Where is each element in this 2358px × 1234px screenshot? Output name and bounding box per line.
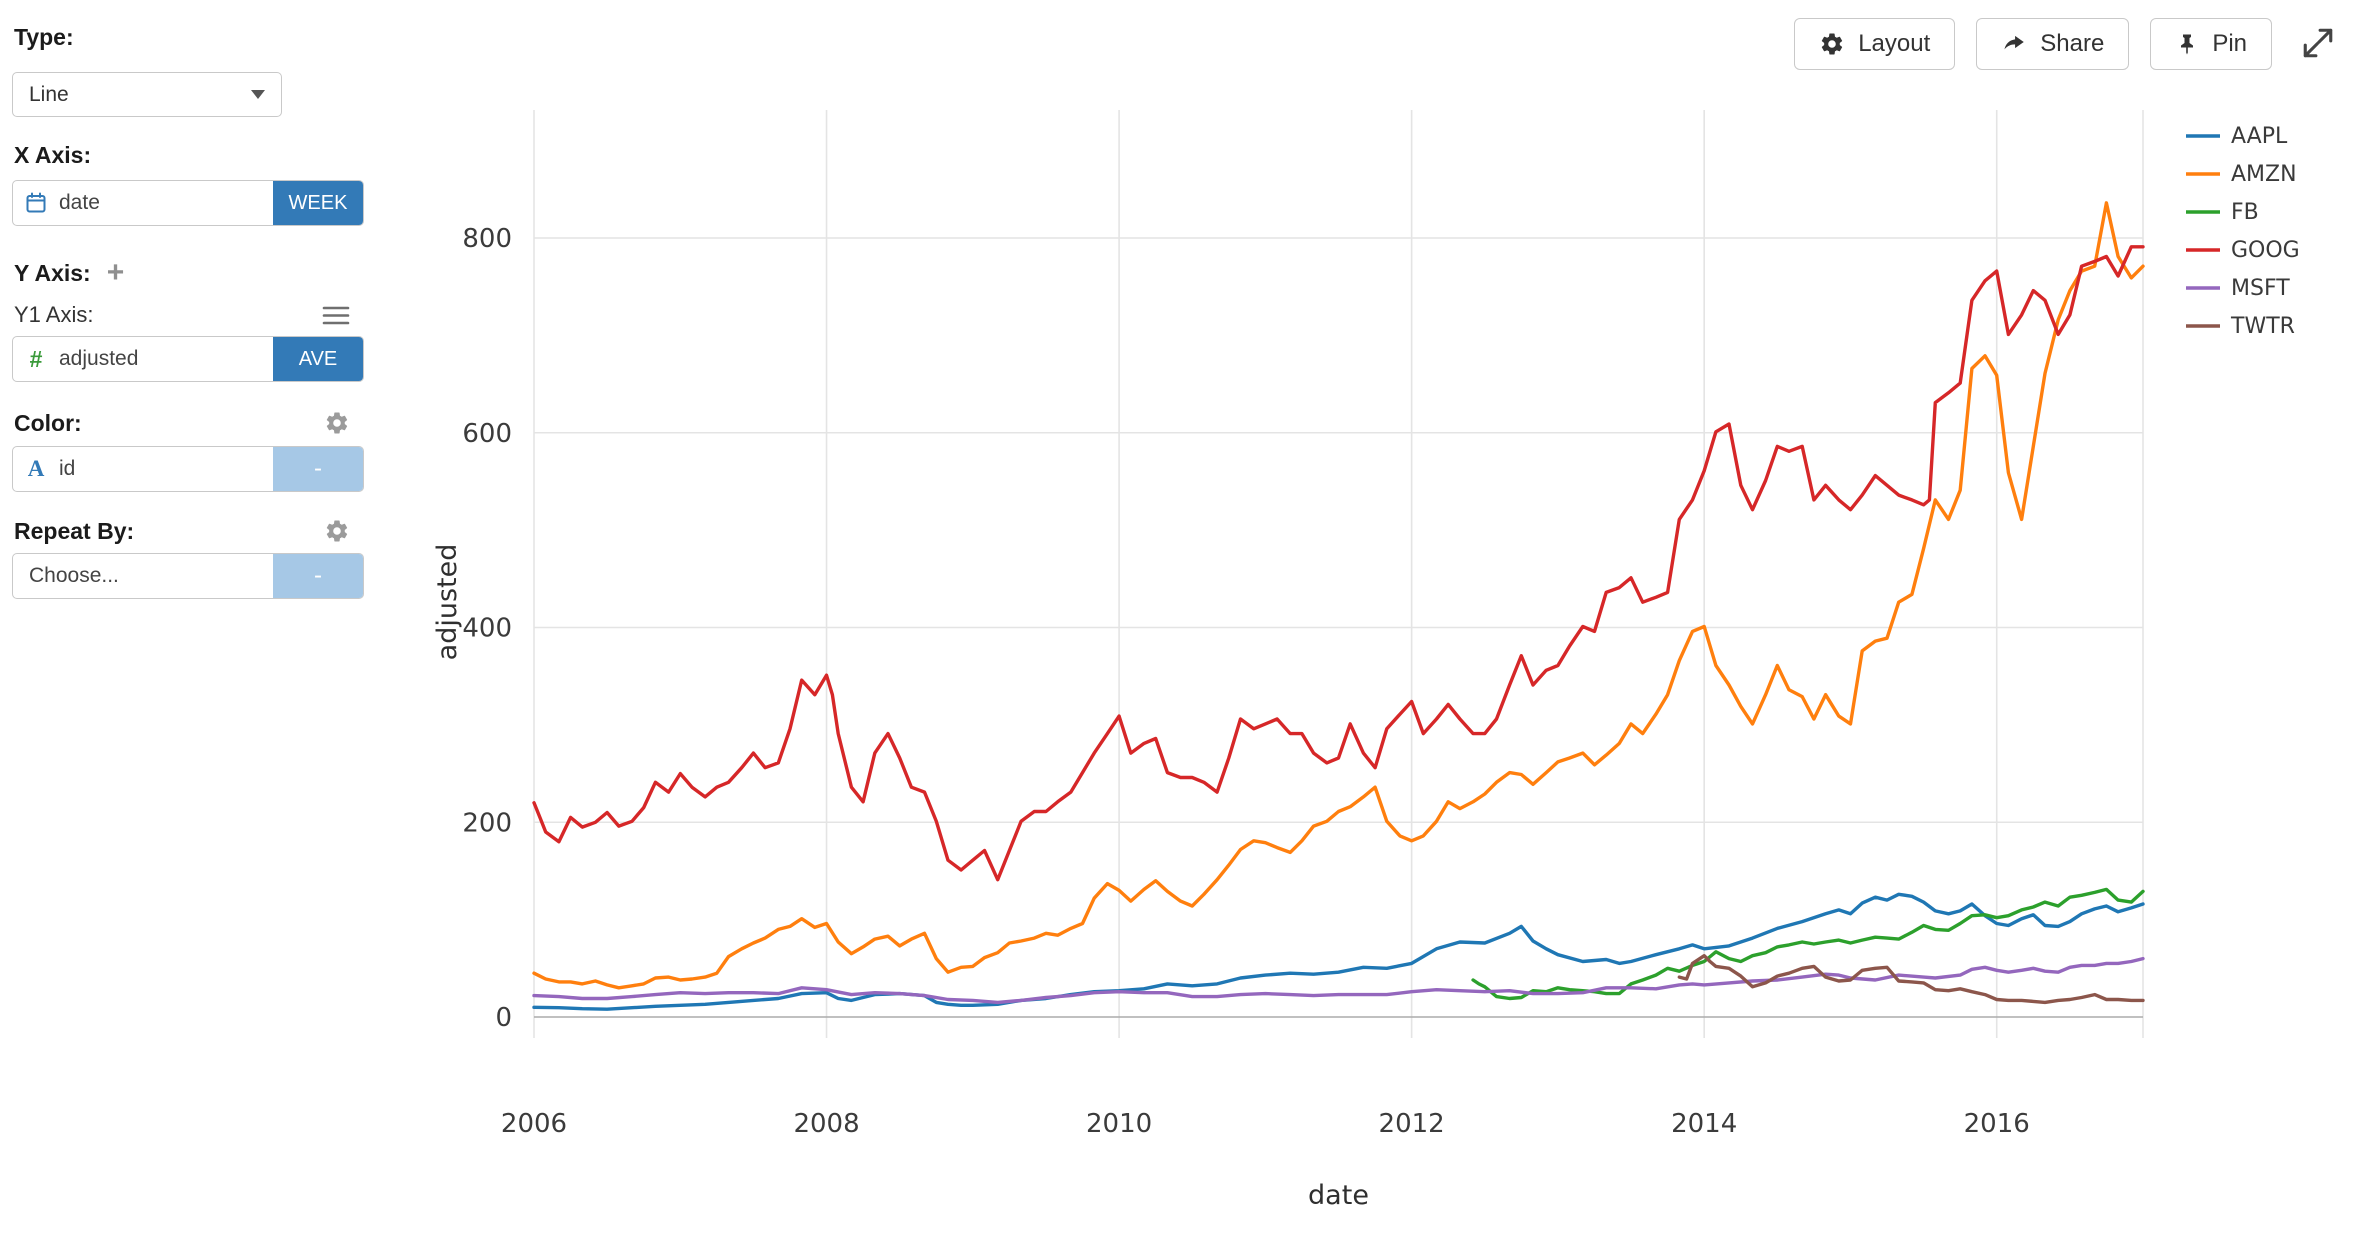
share-arrow-icon xyxy=(2001,31,2027,57)
chevron-down-icon xyxy=(251,90,265,99)
x-tick-label-2016: 2016 xyxy=(1964,1109,2030,1139)
legend-item-MSFT[interactable]: MSFT xyxy=(2186,275,2300,301)
legend-item-AAPL[interactable]: AAPL xyxy=(2186,123,2300,149)
legend-swatch-FB xyxy=(2186,210,2220,214)
x-axis-title: date xyxy=(1308,1180,1369,1211)
series-line-FB xyxy=(1471,887,2145,1001)
legend-swatch-GOOG xyxy=(2186,248,2220,252)
y-tick-label-400: 400 xyxy=(462,614,512,644)
y1-axis-header: Y1 Axis: xyxy=(14,300,364,330)
legend-swatch-TWTR xyxy=(2186,324,2220,328)
series-line-TWTR xyxy=(1677,954,2145,1005)
gear-icon xyxy=(1819,31,1845,57)
text-a-icon: A xyxy=(27,456,45,481)
legend-label-FB: FB xyxy=(2231,199,2259,225)
legend-item-FB[interactable]: FB xyxy=(2186,199,2300,225)
x-tick-label-2012: 2012 xyxy=(1379,1109,1445,1139)
chart-type-select[interactable]: Line xyxy=(12,72,282,117)
x-axis-granularity-badge[interactable]: WEEK xyxy=(273,181,363,225)
type-label: Type: xyxy=(14,24,74,50)
y-axis-label: Y Axis: xyxy=(14,259,91,286)
chart-type-value: Line xyxy=(29,82,69,106)
pin-button[interactable]: Pin xyxy=(2150,18,2272,70)
color-field-value: id xyxy=(59,457,76,480)
repeat-by-header: Repeat By: xyxy=(14,516,364,546)
series-line-AMZN xyxy=(532,201,2145,990)
top-toolbar: Layout Share Pin xyxy=(1794,18,2272,70)
y1-axis-field-value: adjusted xyxy=(59,347,139,370)
color-field[interactable]: A id - xyxy=(12,446,364,492)
repeat-by-field-badge[interactable]: - xyxy=(273,554,363,598)
chart-legend: AAPL AMZN FB GOOG MSFT TWTR xyxy=(2186,124,2300,352)
menu-icon[interactable] xyxy=(322,305,350,326)
legend-item-TWTR[interactable]: TWTR xyxy=(2186,313,2300,339)
legend-item-AMZN[interactable]: AMZN xyxy=(2186,161,2300,187)
legend-item-GOOG[interactable]: GOOG xyxy=(2186,237,2300,263)
layout-button-label: Layout xyxy=(1858,30,1931,57)
repeat-by-label: Repeat By: xyxy=(14,517,135,544)
plus-icon[interactable]: + xyxy=(106,256,125,289)
x-tick-label-2006: 2006 xyxy=(501,1109,567,1139)
y-tick-label-0: 0 xyxy=(495,1003,512,1033)
color-field-badge[interactable]: - xyxy=(273,447,363,491)
share-button[interactable]: Share xyxy=(1976,18,2130,70)
legend-swatch-MSFT xyxy=(2186,286,2220,290)
x-tick-label-2008: 2008 xyxy=(793,1109,859,1139)
repeat-gear-icon[interactable] xyxy=(324,518,350,544)
repeat-by-field[interactable]: Choose... - xyxy=(12,553,364,599)
x-tick-label-2014: 2014 xyxy=(1671,1109,1737,1139)
legend-swatch-AAPL xyxy=(2186,134,2220,138)
color-header: Color: xyxy=(14,408,364,438)
series-line-AAPL xyxy=(532,892,2145,1011)
x-axis-label: X Axis: xyxy=(14,142,92,168)
repeat-by-field-value: Choose... xyxy=(29,564,119,587)
legend-label-AAPL: AAPL xyxy=(2231,123,2288,149)
layout-button[interactable]: Layout xyxy=(1794,18,1956,70)
color-label: Color: xyxy=(14,409,82,436)
y1-axis-field[interactable]: # adjusted AVE xyxy=(12,336,364,382)
x-axis-field-value: date xyxy=(59,191,100,214)
number-hash-icon: # xyxy=(29,345,43,372)
calendar-icon xyxy=(13,191,59,215)
series-line-GOOG xyxy=(532,245,2145,882)
share-button-label: Share xyxy=(2040,30,2105,57)
legend-label-AMZN: AMZN xyxy=(2231,161,2297,187)
expand-icon[interactable] xyxy=(2300,26,2336,62)
pin-button-label: Pin xyxy=(2212,30,2247,57)
x-tick-label-2010: 2010 xyxy=(1086,1109,1152,1139)
y-axis-title: adjusted xyxy=(432,544,463,661)
y1-axis-aggregation-badge[interactable]: AVE xyxy=(273,337,363,381)
config-sidebar: Type: Line X Axis: date WEEK Y Axis: + Y… xyxy=(12,0,364,640)
y-tick-label-600: 600 xyxy=(462,419,512,449)
color-gear-icon[interactable] xyxy=(324,410,350,436)
y-tick-label-800: 800 xyxy=(462,224,512,254)
pushpin-icon xyxy=(2175,32,2199,56)
legend-label-MSFT: MSFT xyxy=(2231,275,2290,301)
series-line-MSFT xyxy=(532,956,2145,1005)
y1-axis-label: Y1 Axis: xyxy=(14,302,94,327)
y-axis-header: Y Axis: + xyxy=(14,258,364,288)
legend-label-GOOG: GOOG xyxy=(2231,237,2300,263)
legend-swatch-AMZN xyxy=(2186,172,2220,176)
y-tick-label-200: 200 xyxy=(462,808,512,838)
legend-label-TWTR: TWTR xyxy=(2231,313,2295,339)
x-axis-field[interactable]: date WEEK xyxy=(12,180,364,226)
